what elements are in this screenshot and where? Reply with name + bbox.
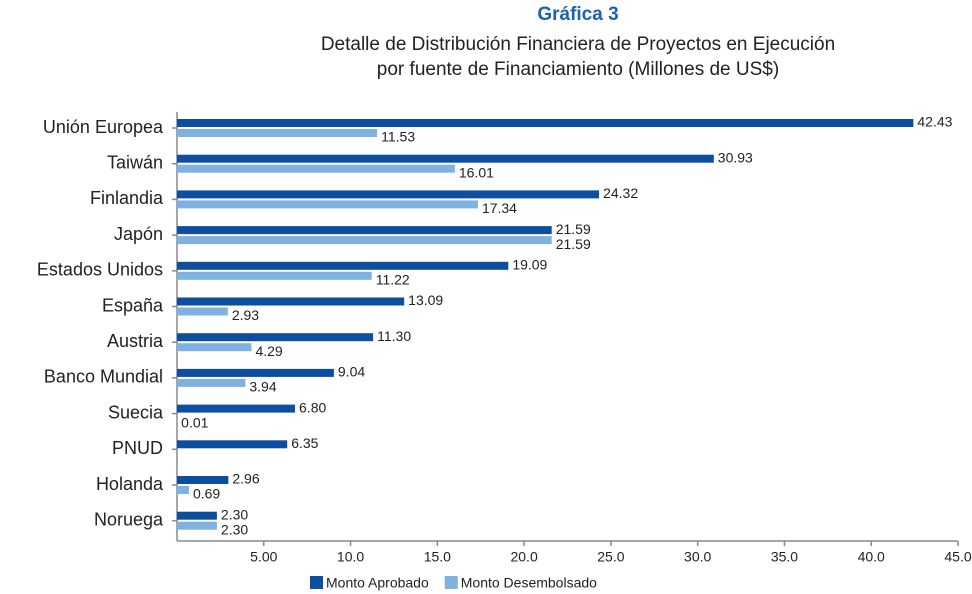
y-tick-label: Suecia [108,402,164,422]
data-label: 2.96 [232,471,259,487]
data-label: 17.34 [482,200,517,216]
bar [177,129,378,137]
x-tick-label: 35.0 [771,549,798,565]
bar [177,486,189,494]
bar [177,404,296,413]
x-tick-label: 10.0 [337,549,364,565]
data-label: 0.01 [181,414,208,430]
data-label: 4.29 [255,343,282,359]
y-tick-label: Noruega [94,509,164,529]
legend-swatch [444,576,458,589]
data-label: 6.80 [299,399,326,415]
data-label: 11.53 [381,129,415,145]
bar [177,343,252,352]
data-label: 24.32 [603,185,638,201]
legend-label: Monto Aprobado [326,575,429,591]
bar [177,164,455,173]
bar [177,190,600,199]
y-tick-label: Austria [107,331,164,351]
y-tick-label: PNUD [112,438,163,458]
data-label: 21.59 [556,221,591,237]
data-label: 2.93 [232,307,259,323]
y-tick-label: Estados Unidos [37,260,163,280]
data-label: 13.09 [408,292,443,308]
bar [177,368,334,377]
y-tick-label: Japón [114,224,163,244]
data-label: 42.43 [917,114,952,130]
bar [177,226,552,235]
x-tick-label: 15.0 [424,549,451,565]
bar [177,271,372,280]
x-tick-label: 40.0 [858,549,885,565]
data-label: 9.04 [338,364,365,380]
bar [177,261,509,270]
x-tick-label: 30.0 [684,549,711,565]
legend-swatch [310,576,323,589]
y-tick-label: España [102,295,164,315]
y-tick-label: Holanda [96,474,164,494]
bar [177,476,229,484]
data-label: 11.22 [376,272,410,288]
data-label: 19.09 [512,257,547,273]
bar [177,307,228,316]
y-tick-label: Finlandia [90,188,164,208]
x-tick-label: 5.00 [250,549,277,565]
data-label: 21.59 [556,236,591,252]
data-label: 3.94 [249,379,276,395]
bar [177,119,914,127]
data-label: 0.69 [193,486,220,502]
bar [177,521,217,530]
chart-title: Gráfica 3 [537,4,618,25]
chart-subtitle: Detalle de Distribución Financiera de Pr… [321,34,835,55]
legend-label: Monto Desembolsado [461,575,597,591]
x-tick-label: 45.0 [944,549,971,565]
data-label: 2.30 [221,521,248,537]
bar [177,200,478,209]
bar [177,333,374,342]
bar [177,440,288,449]
chart-subtitle: por fuente de Financiamiento (Millones d… [377,59,779,80]
bar [177,297,405,306]
x-tick-label: 25.0 [597,549,624,565]
y-tick-label: Banco Mundial [44,367,163,387]
data-label: 16.01 [459,164,494,180]
data-label: 2.30 [221,506,248,522]
y-tick-label: Unión Europea [43,117,164,137]
bar [177,236,552,245]
y-tick-label: Taiwán [107,152,163,172]
data-label: 30.93 [718,149,753,165]
data-label: 6.35 [291,435,318,451]
bar [177,511,217,520]
x-tick-label: 20.0 [510,549,537,565]
data-label: 11.30 [377,328,411,344]
bar [177,154,714,163]
bar [177,378,246,387]
